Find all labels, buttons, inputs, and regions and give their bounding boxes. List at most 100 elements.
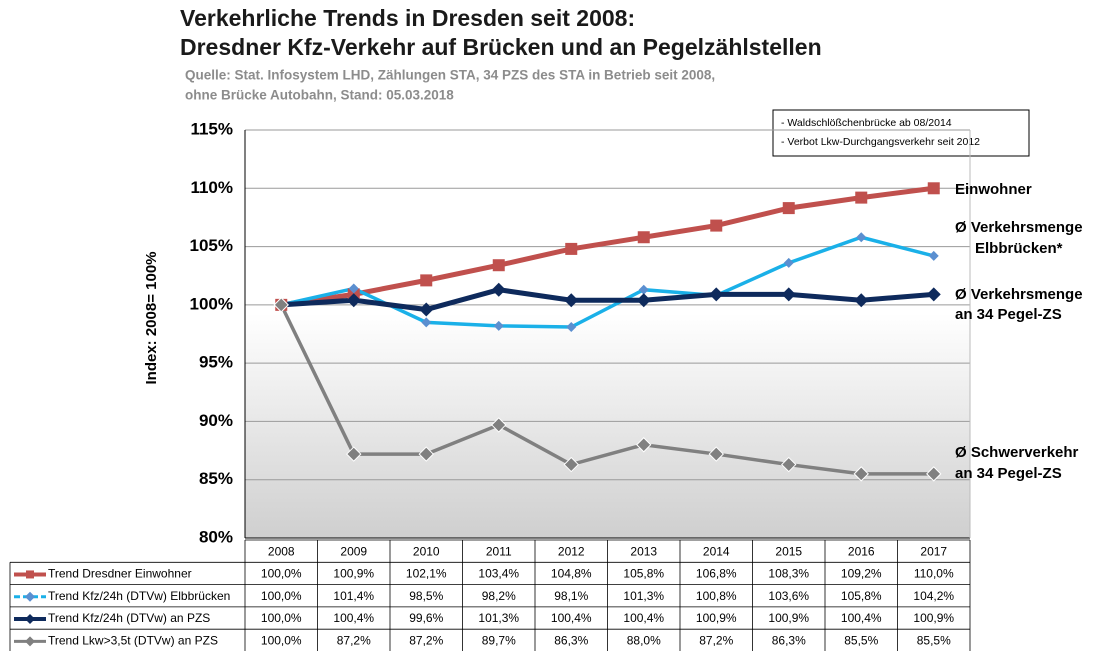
note: - Verbot Lkw-Durchgangsverkehr seit 2012	[781, 136, 980, 148]
y-tick-label: 100%	[190, 294, 233, 313]
y-tick-label: 115%	[190, 119, 233, 138]
marker	[419, 302, 434, 317]
marker	[564, 293, 579, 308]
table-value: 88,0%	[627, 634, 661, 648]
table-value: 87,2%	[337, 634, 371, 648]
marker	[783, 257, 794, 268]
marker	[926, 466, 942, 482]
table-value: 100,9%	[768, 611, 809, 625]
table-value: 103,6%	[768, 589, 809, 603]
table-value: 89,7%	[482, 634, 516, 648]
legend-label: Trend Dresdner Einwohner	[48, 567, 192, 581]
table-value: 87,2%	[699, 634, 733, 648]
table-value: 105,8%	[841, 589, 882, 603]
table-value: 85,5%	[917, 634, 951, 648]
table-value: 109,2%	[841, 567, 882, 581]
subtitle: Quelle: Stat. Infosystem LHD, Zählungen …	[185, 68, 715, 83]
table-value: 110,0%	[914, 567, 954, 581]
legend-marker	[26, 570, 34, 579]
x-tick-label: 2013	[630, 544, 657, 558]
marker	[781, 287, 796, 302]
y-tick-label: 90%	[199, 411, 233, 430]
x-tick-label: 2014	[703, 544, 730, 558]
marker	[346, 293, 361, 308]
marker	[856, 232, 867, 243]
line-label: an 34 Pegel-ZS	[955, 465, 1062, 482]
table-value: 100,0%	[261, 634, 302, 648]
table-value: 103,4%	[478, 567, 519, 581]
marker	[927, 182, 940, 195]
marker	[709, 287, 724, 302]
table-value: 100,8%	[696, 589, 737, 603]
table-value: 100,9%	[696, 611, 737, 625]
table-value: 85,5%	[844, 634, 878, 648]
table-value: 104,8%	[551, 567, 592, 581]
line-label: Ø Verkehrsmenge	[955, 286, 1083, 303]
marker	[638, 284, 649, 295]
chart-title: Verkehrliche Trends in Dresden seit 2008…	[180, 5, 635, 31]
line-label: an 34 Pegel-ZS	[955, 306, 1062, 323]
x-tick-label: 2009	[340, 544, 367, 558]
table-value: 99,6%	[409, 611, 443, 625]
table-value: 100,4%	[623, 611, 664, 625]
table-value: 101,3%	[478, 611, 519, 625]
marker	[926, 287, 941, 302]
marker	[493, 320, 504, 331]
marker	[565, 242, 578, 255]
table-value: 101,3%	[623, 589, 664, 603]
marker	[420, 274, 433, 287]
x-tick-label: 2017	[920, 544, 947, 558]
marker	[418, 446, 434, 462]
marker	[853, 466, 869, 482]
table-value: 100,0%	[261, 589, 302, 603]
x-tick-label: 2011	[486, 544, 512, 558]
series-line	[279, 304, 934, 476]
table-value: 100,4%	[333, 611, 374, 625]
chart-title: Dresdner Kfz-Verkehr auf Brücken und an …	[180, 34, 822, 60]
marker	[566, 322, 577, 333]
legend-label: Trend Lkw>3,5t (DTVw) an PZS	[48, 634, 218, 648]
legend-label: Trend Kfz/24h (DTVw) an PZS	[48, 611, 210, 625]
marker	[348, 283, 359, 294]
marker	[710, 219, 723, 232]
x-tick-label: 2008	[268, 544, 295, 558]
marker	[563, 456, 579, 473]
marker	[781, 456, 797, 473]
marker	[782, 202, 795, 215]
table-value: 104,2%	[913, 589, 954, 603]
marker	[928, 250, 939, 261]
line-label: Elbbrücken*	[975, 240, 1063, 257]
table-value: 86,3%	[772, 634, 806, 648]
table-value: 98,1%	[554, 589, 588, 603]
marker	[346, 446, 362, 462]
y-axis-label: Index: 2008= 100%	[143, 251, 160, 384]
subtitle: ohne Brücke Autobahn, Stand: 05.03.2018	[185, 88, 454, 103]
line-label: Ø Verkehrsmenge	[955, 219, 1083, 236]
marker	[492, 259, 505, 272]
table-value: 98,2%	[482, 589, 516, 603]
note-box	[772, 109, 1030, 157]
table-value: 106,8%	[696, 567, 737, 581]
line-label: Ø Schwerverkehr	[955, 444, 1079, 461]
y-tick-label: 105%	[190, 236, 233, 255]
legend-marker	[25, 636, 35, 647]
table-value: 100,0%	[261, 611, 302, 625]
y-tick-label: 95%	[199, 353, 233, 372]
legend-label: Trend Kfz/24h (DTVw) Elbbrücken	[48, 589, 230, 603]
y-tick-label: 110%	[190, 178, 233, 197]
x-tick-label: 2012	[558, 544, 585, 558]
table-value: 100,4%	[841, 611, 882, 625]
marker	[855, 191, 868, 204]
table-value: 100,9%	[913, 611, 954, 625]
table-value: 102,1%	[406, 567, 447, 581]
legend-marker	[25, 591, 35, 602]
marker	[637, 231, 650, 244]
x-tick-label: 2016	[848, 544, 875, 558]
marker	[273, 297, 289, 313]
marker	[491, 282, 506, 297]
x-tick-label: 2015	[775, 544, 802, 558]
marker	[421, 317, 432, 328]
table-value: 100,0%	[261, 567, 302, 581]
marker	[636, 293, 651, 308]
